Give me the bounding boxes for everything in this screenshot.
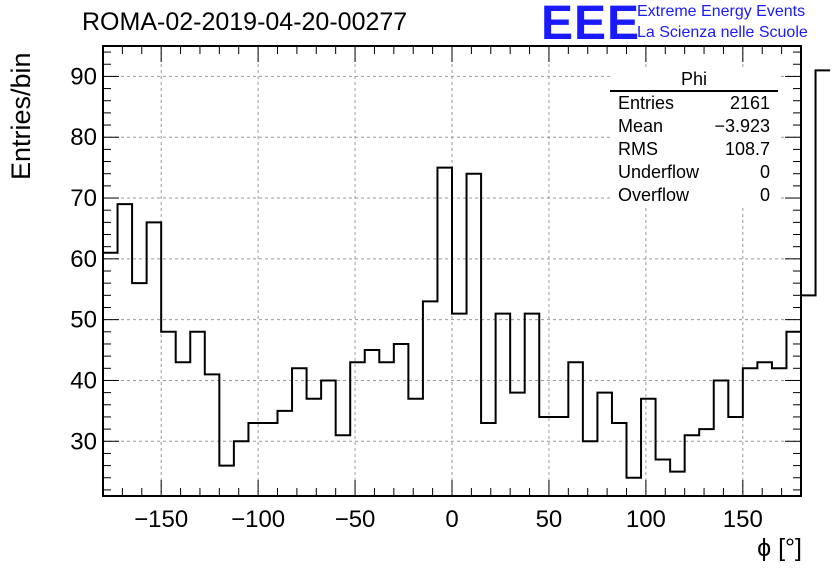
x-tick-label: −100: [231, 506, 285, 533]
logo-subtitle-line2: La Scienza nelle Scuole: [637, 24, 808, 41]
histogram-series: [103, 69, 831, 479]
y-tick-label: 40: [70, 367, 97, 394]
y-axis-label: Entries/bin: [6, 52, 36, 180]
run-title: ROMA-02-2019-04-20-00277: [82, 8, 408, 36]
stats-value: −3.923: [714, 116, 770, 136]
eee-logo: EEE: [541, 0, 641, 50]
x-tick-label: 100: [626, 506, 666, 533]
stats-row-mean: Mean −3.923: [610, 115, 778, 138]
stats-row-overflow: Overflow 0: [610, 184, 778, 207]
x-tick-label: −150: [134, 506, 188, 533]
stats-value: 2161: [729, 93, 770, 113]
x-tick-label: −50: [335, 506, 376, 533]
stats-row-rms: RMS 108.7: [610, 138, 778, 161]
stats-label: Entries: [618, 93, 675, 113]
y-tick-label: 90: [70, 63, 97, 90]
stats-value: 0: [759, 162, 770, 182]
stats-label: Mean: [618, 116, 664, 136]
y-tick-label: 60: [70, 246, 97, 273]
y-tick-label: 80: [70, 124, 97, 151]
logo-subtitle-line1: Extreme Energy Events: [637, 3, 806, 20]
x-axis-label: ϕ [°]: [757, 534, 802, 562]
stats-title: Phi: [610, 68, 778, 92]
stats-label: Underflow: [618, 162, 700, 182]
stats-row-underflow: Underflow 0: [610, 161, 778, 184]
y-tick-label: 30: [70, 428, 97, 455]
stats-row-entries: Entries 2161: [610, 92, 778, 115]
x-tick-label: 50: [536, 506, 563, 533]
x-tick-label: 150: [723, 506, 763, 533]
stats-box: Phi Entries 2161 Mean −3.923 RMS 108.7 U…: [610, 68, 778, 207]
stats-value: 0: [759, 185, 770, 205]
x-tick-label: 0: [445, 506, 458, 533]
stats-value: 108.7: [724, 139, 770, 159]
stats-label: Overflow: [618, 185, 690, 205]
stats-label: RMS: [618, 139, 658, 159]
y-tick-label: 50: [70, 307, 97, 334]
y-tick-label: 70: [70, 185, 97, 212]
